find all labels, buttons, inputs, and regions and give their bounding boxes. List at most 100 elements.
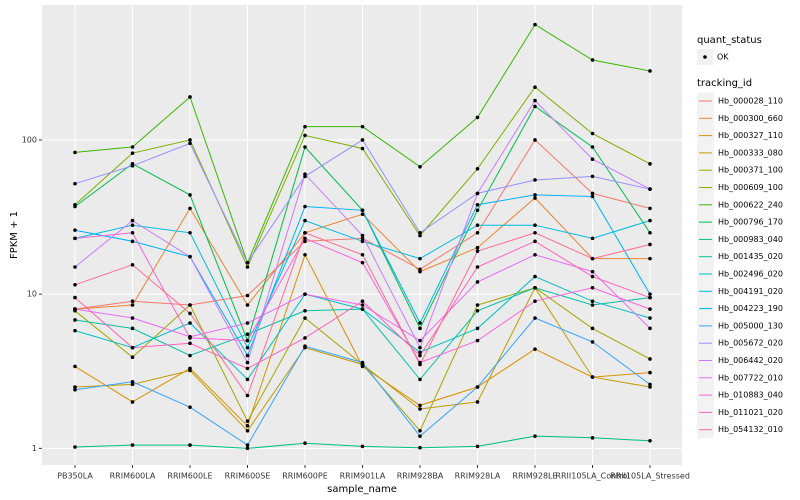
data-point bbox=[73, 445, 77, 449]
data-point bbox=[360, 299, 365, 304]
data-point bbox=[475, 230, 480, 235]
data-point bbox=[303, 344, 307, 348]
data-point bbox=[303, 204, 307, 209]
data-point bbox=[590, 436, 595, 440]
data-point bbox=[648, 292, 652, 296]
data-point bbox=[360, 233, 365, 238]
data-point bbox=[73, 150, 77, 155]
legend-label: Hb_000327_110 bbox=[718, 131, 783, 140]
data-point bbox=[648, 382, 652, 387]
data-point bbox=[188, 138, 192, 142]
data-point bbox=[360, 303, 365, 307]
data-point bbox=[245, 360, 250, 365]
data-point bbox=[418, 321, 422, 325]
data-point bbox=[73, 295, 77, 300]
data-point bbox=[533, 274, 537, 279]
legend-label: Hb_006442_020 bbox=[718, 356, 783, 365]
data-point bbox=[360, 212, 365, 216]
legend-label: OK bbox=[717, 53, 729, 62]
x-tick-label: RRIM600PE bbox=[282, 472, 328, 481]
x-tick-label: RRIM600LA bbox=[110, 472, 156, 481]
data-point bbox=[418, 353, 422, 358]
data-point bbox=[245, 419, 250, 424]
legend-label: Hb_010883_040 bbox=[718, 391, 783, 400]
data-point bbox=[360, 236, 365, 241]
data-point bbox=[130, 223, 135, 227]
data-point bbox=[590, 299, 595, 304]
data-point bbox=[533, 434, 537, 438]
data-point bbox=[360, 124, 365, 129]
data-point bbox=[245, 446, 250, 451]
legend-label: Hb_000796_170 bbox=[718, 218, 783, 227]
data-point bbox=[245, 443, 250, 447]
data-point bbox=[245, 332, 250, 336]
data-point bbox=[188, 341, 192, 346]
data-point bbox=[590, 340, 595, 344]
legend-label: Hb_000622_240 bbox=[718, 200, 783, 209]
data-point bbox=[590, 303, 595, 307]
data-point bbox=[130, 316, 135, 320]
data-point bbox=[590, 145, 595, 149]
data-point bbox=[590, 191, 595, 196]
data-point bbox=[533, 316, 537, 320]
data-point bbox=[130, 145, 135, 149]
data-point bbox=[130, 163, 135, 168]
data-point bbox=[418, 407, 422, 411]
y-tick-label: 100 bbox=[22, 135, 37, 144]
data-point bbox=[590, 285, 595, 290]
legend-label: Hb_007722_010 bbox=[718, 373, 783, 382]
data-point bbox=[418, 345, 422, 350]
legend-label: Hb_002496_020 bbox=[718, 270, 783, 279]
legend-label: Hb_000371_100 bbox=[718, 166, 783, 175]
data-point bbox=[360, 360, 365, 365]
data-point bbox=[533, 98, 537, 103]
data-point bbox=[533, 22, 537, 27]
data-point bbox=[130, 218, 135, 223]
data-point bbox=[303, 218, 307, 223]
data-point bbox=[303, 316, 307, 320]
data-point bbox=[475, 191, 480, 196]
data-point bbox=[188, 353, 192, 358]
legend-label: Hb_000300_660 bbox=[718, 114, 783, 123]
data-point bbox=[130, 239, 135, 244]
legend-label: Hb_000333_080 bbox=[718, 148, 783, 157]
data-point bbox=[475, 385, 480, 389]
data-point bbox=[303, 133, 307, 138]
legend-label: Hb_005000_130 bbox=[718, 321, 783, 330]
data-point bbox=[303, 124, 307, 129]
data-point bbox=[130, 380, 135, 384]
legend-label: Hb_000028_110 bbox=[718, 97, 783, 106]
data-point bbox=[475, 166, 480, 171]
legend-label: Hb_001435_020 bbox=[718, 252, 783, 261]
data-point bbox=[590, 174, 595, 179]
data-point bbox=[590, 326, 595, 331]
data-point bbox=[590, 375, 595, 379]
x-tick-label: RRIM928LA bbox=[455, 472, 501, 481]
legend-title: quant_status bbox=[697, 35, 762, 46]
data-point bbox=[533, 252, 537, 257]
data-point bbox=[73, 228, 77, 232]
data-point bbox=[648, 326, 652, 331]
data-point bbox=[590, 256, 595, 261]
y-axis-title: FPKM + 1 bbox=[9, 211, 20, 259]
data-point bbox=[188, 230, 192, 235]
data-point bbox=[648, 256, 652, 261]
data-point bbox=[475, 202, 480, 207]
data-point bbox=[533, 178, 537, 182]
data-point bbox=[533, 85, 537, 89]
x-tick-label: RRIM928BA bbox=[397, 472, 444, 481]
data-point bbox=[648, 218, 652, 223]
data-point bbox=[475, 245, 480, 250]
data-point bbox=[475, 400, 480, 404]
data-point bbox=[590, 58, 595, 62]
x-tick-label: PB350LA bbox=[57, 472, 93, 481]
data-point bbox=[475, 115, 480, 120]
legend-label: Hb_000609_100 bbox=[718, 183, 783, 192]
data-point bbox=[73, 265, 77, 269]
x-tick-label: RRIM901LA bbox=[340, 472, 386, 481]
data-point bbox=[360, 146, 365, 151]
data-point bbox=[418, 164, 422, 169]
y-tick-label: 1 bbox=[32, 444, 37, 453]
data-point bbox=[648, 438, 652, 443]
